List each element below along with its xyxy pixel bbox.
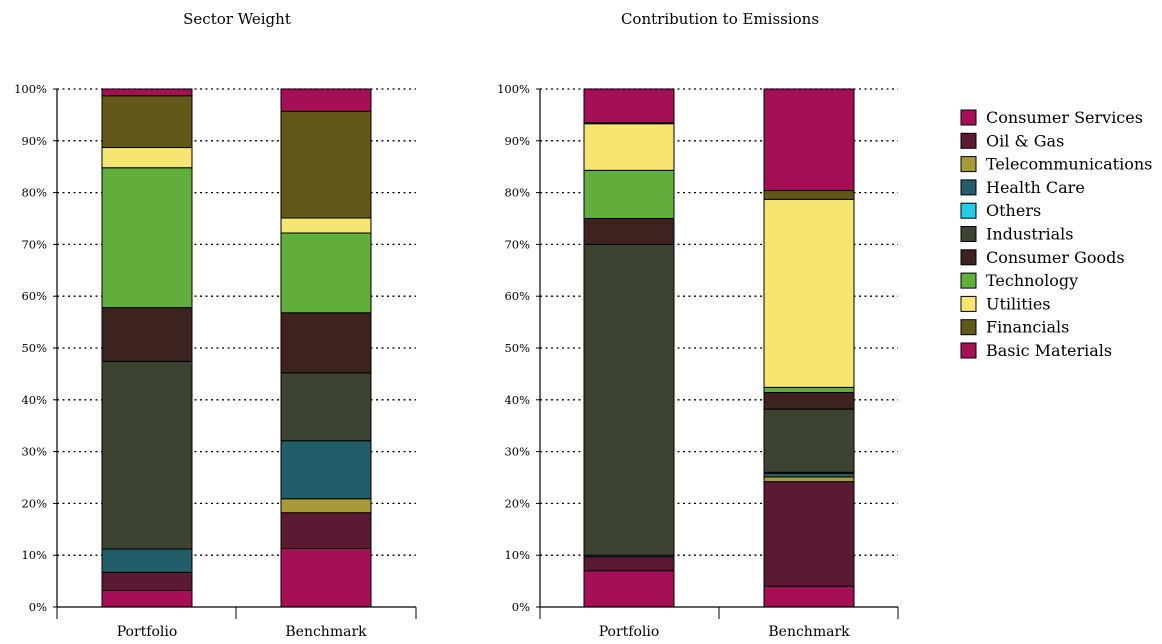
legend-swatch xyxy=(960,319,977,336)
bar-segment xyxy=(763,198,855,388)
y-tick-label: 60% xyxy=(21,289,47,303)
y-tick-label: 50% xyxy=(504,341,530,355)
bar-segment xyxy=(101,307,193,362)
y-tick-label: 70% xyxy=(504,237,530,251)
legend-label: Consumer Services xyxy=(986,108,1143,127)
bar-segment xyxy=(763,476,855,483)
bar-segment xyxy=(280,372,372,442)
bar-segment xyxy=(101,548,193,573)
y-tick-label: 10% xyxy=(504,548,530,562)
bar-segment xyxy=(583,169,675,220)
legend-label: Consumer Goods xyxy=(986,248,1125,267)
y-tick-label: 20% xyxy=(21,496,47,510)
y-tick-label: 10% xyxy=(21,548,47,562)
bar-segment xyxy=(280,217,372,234)
bar-segment xyxy=(583,243,675,556)
panel-title: Sector Weight xyxy=(183,10,291,28)
bar-segment xyxy=(763,392,855,410)
legend-label: Industrials xyxy=(986,225,1073,244)
bar-segment xyxy=(763,408,855,473)
y-tick-label: 40% xyxy=(21,393,47,407)
y-tick-label: 20% xyxy=(504,496,530,510)
x-category-label: Benchmark xyxy=(285,624,367,640)
y-tick-label: 100% xyxy=(497,82,530,96)
y-tick-label: 40% xyxy=(504,393,530,407)
legend-swatch xyxy=(960,272,977,289)
bar-segment xyxy=(101,147,193,169)
y-tick-label: 30% xyxy=(504,445,530,459)
legend-label: Utilities xyxy=(986,294,1051,313)
legend-swatch xyxy=(960,109,977,126)
y-tick-label: 50% xyxy=(21,341,47,355)
x-category-label: Portfolio xyxy=(117,624,178,640)
y-tick-label: 80% xyxy=(21,186,47,200)
y-tick-label: 100% xyxy=(14,82,47,96)
legend-label: Telecommunications xyxy=(986,155,1152,174)
panel-title: Contribution to Emissions xyxy=(621,10,819,28)
legend-swatch xyxy=(960,295,977,312)
bar-segment xyxy=(763,88,855,192)
bar-segment xyxy=(101,95,193,149)
legend-swatch xyxy=(960,132,977,149)
y-tick-label: 90% xyxy=(504,134,530,148)
legend-label: Others xyxy=(986,201,1041,220)
legend: Consumer Services Oil & Gas Telecommunicat… xyxy=(960,108,1152,360)
bar-segment xyxy=(763,386,855,394)
bar-segment xyxy=(583,556,675,572)
legend-swatch xyxy=(960,226,977,242)
legend-swatch xyxy=(960,202,977,219)
bar-segment xyxy=(763,190,855,200)
bar-segment xyxy=(763,472,855,478)
y-tick-label: 30% xyxy=(21,445,47,459)
bar-segment xyxy=(101,167,193,309)
x-category-label: Benchmark xyxy=(768,624,850,640)
bar-segment xyxy=(583,88,675,124)
y-tick-label: 0% xyxy=(29,600,47,614)
sector-weight-panel: Sector Weight 0% 10% 20% 30% 40% 50% 60% 70% 80%… xyxy=(14,10,417,640)
emissions-contribution-panel: Contribution to Emissions 0% 10% 20% 30% 40%… xyxy=(497,10,899,640)
legend-label: Oil & Gas xyxy=(986,131,1064,150)
bar-segment xyxy=(280,512,372,549)
y-tick-label: 80% xyxy=(504,186,530,200)
x-category-label: Portfolio xyxy=(599,624,660,640)
bar-segment xyxy=(280,547,372,608)
y-tick-label: 0% xyxy=(512,600,530,614)
bar-segment xyxy=(280,440,372,500)
bar-segment xyxy=(583,218,675,245)
bar-segment xyxy=(101,360,193,550)
bar-segment xyxy=(763,585,855,608)
bar-segment xyxy=(101,571,193,591)
bar-segment xyxy=(280,312,372,374)
legend-label: Financials xyxy=(986,318,1069,337)
y-tick-label: 70% xyxy=(21,237,47,251)
legend-swatch xyxy=(960,342,977,359)
bar-segment xyxy=(280,110,372,219)
legend-swatch xyxy=(960,179,977,196)
bar-segment xyxy=(280,498,372,514)
legend-swatch xyxy=(960,156,977,173)
bar-segment xyxy=(280,232,372,314)
bar-segment xyxy=(280,88,372,112)
bar-segment xyxy=(763,481,855,587)
bar-segment xyxy=(101,589,193,608)
bar-segment xyxy=(101,88,193,97)
legend-swatch xyxy=(960,249,977,266)
y-tick-label: 90% xyxy=(21,134,47,148)
bar-segment xyxy=(583,570,675,608)
legend-label: Basic Materials xyxy=(986,341,1112,360)
bar-segment xyxy=(583,123,675,171)
y-tick-label: 60% xyxy=(504,289,530,303)
legend-label: Health Care xyxy=(986,178,1085,197)
legend-label: Technology xyxy=(986,271,1078,290)
